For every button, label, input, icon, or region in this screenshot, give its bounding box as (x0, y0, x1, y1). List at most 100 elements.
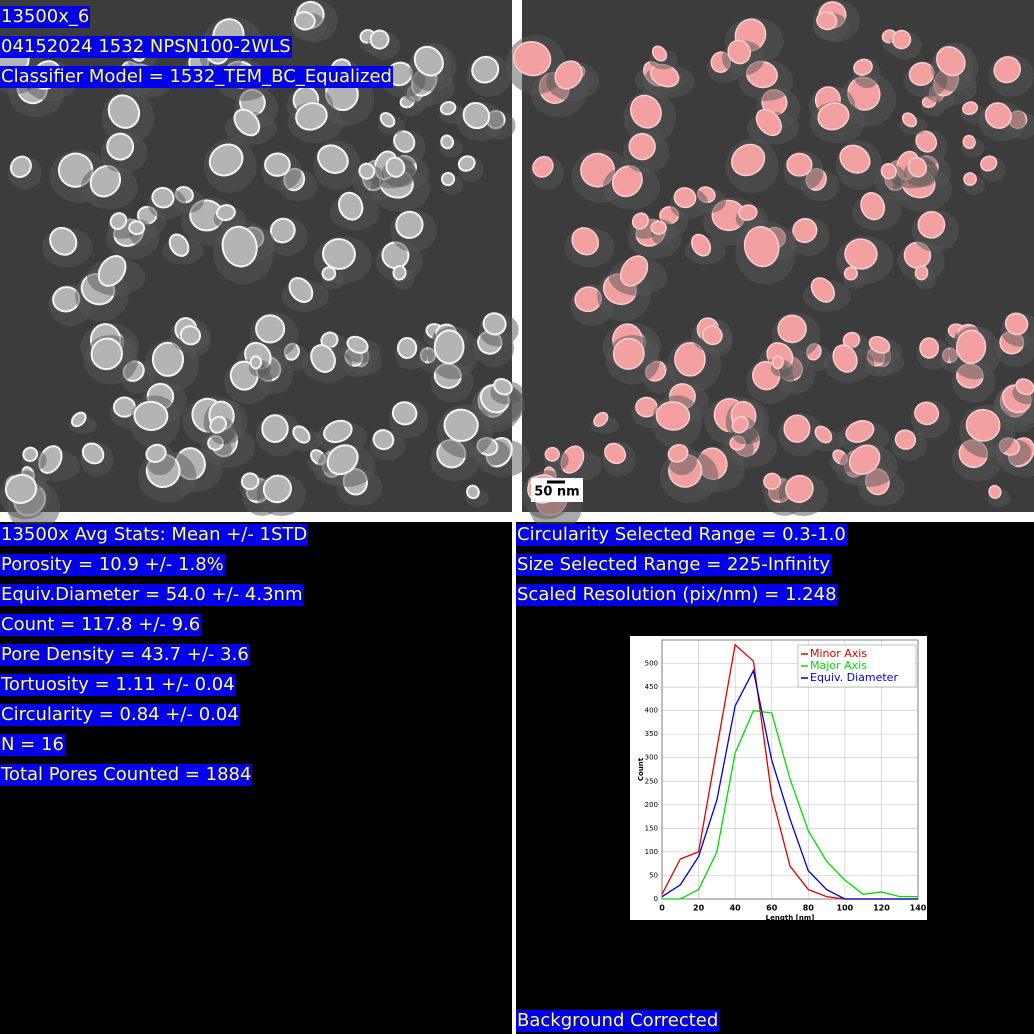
pore-classified (783, 414, 811, 443)
pore (397, 337, 418, 360)
pore (151, 341, 185, 377)
pore-classified (743, 226, 780, 268)
pore (433, 329, 465, 365)
pore-classified (731, 143, 766, 177)
pore-classified (919, 337, 939, 359)
pore (208, 143, 244, 177)
pore-classified (832, 344, 858, 373)
pore (440, 134, 455, 150)
pore (413, 45, 444, 77)
pore-classified (810, 277, 836, 303)
pore (440, 171, 456, 187)
image-label: 04152024 1532 NPSN100-2WLS (0, 36, 292, 58)
stat-line: Total Pores Counted = 1884 (0, 764, 253, 786)
y-tick-label: 450 (645, 683, 658, 691)
stat-line: Porosity = 10.9 +/- 1.8% (0, 554, 225, 576)
pore (372, 429, 395, 451)
pore-classified (868, 336, 891, 354)
pore (379, 112, 396, 128)
pore (133, 400, 169, 431)
pore (310, 344, 336, 373)
x-tick-label: 20 (693, 904, 705, 913)
footer-label: Background Corrected (516, 1010, 720, 1032)
scale-bar-label: 50 nm (534, 485, 579, 500)
pore (471, 55, 500, 84)
pore (255, 314, 286, 344)
x-tick-label: 100 (837, 904, 854, 913)
x-tick-label: 40 (730, 904, 742, 913)
pore (338, 191, 364, 221)
y-tick-label: 200 (645, 801, 658, 809)
pore (466, 484, 480, 500)
pore (179, 325, 202, 346)
pore-classified (914, 265, 929, 281)
pore (90, 337, 123, 371)
y-tick-label: 300 (645, 754, 658, 762)
pore-classified (848, 444, 881, 475)
y-tick-label: 100 (645, 848, 658, 856)
pore-classified (785, 474, 814, 503)
pore-classified (544, 446, 560, 462)
pore-classified (628, 132, 656, 161)
pore-classified (612, 337, 645, 370)
setting-line: Scaled Resolution (pix/nm) = 1.248 (516, 584, 838, 606)
pore (106, 132, 135, 161)
pore (49, 226, 78, 256)
legend-label: Equiv. Diameter (810, 671, 898, 684)
pore (145, 443, 167, 463)
pore-classified (771, 355, 784, 370)
pore-classified (604, 442, 627, 465)
y-tick-label: 250 (645, 777, 658, 785)
stat-line: Circularity = 0.84 +/- 0.04 (0, 704, 240, 726)
pore (295, 102, 328, 131)
pore (385, 156, 406, 178)
image-label: 13500x_6 (0, 6, 91, 28)
pore-classified (1015, 378, 1034, 396)
pore (168, 233, 190, 257)
setting-line: Size Selected Range = 225-Infinity (516, 554, 832, 576)
x-tick-label: 0 (659, 904, 665, 913)
y-tick-label: 350 (645, 730, 658, 738)
x-tick-label: 140 (910, 904, 927, 913)
pore-classified (843, 266, 858, 281)
pore (293, 11, 316, 31)
pore-classified (1004, 312, 1029, 336)
pore (292, 425, 311, 444)
pores (0, 0, 1034, 532)
pore (109, 212, 128, 230)
y-tick-label: 400 (645, 707, 658, 715)
pore-classified (845, 420, 875, 443)
pore-classified (962, 134, 976, 150)
pore (439, 101, 457, 116)
pore-classified (731, 416, 749, 434)
pore-classified (962, 101, 979, 115)
stat-line: Count = 117.8 +/- 9.6 (0, 614, 202, 636)
legend-box (797, 644, 917, 688)
stat-line: N = 16 (0, 734, 65, 756)
x-tick-label: 80 (803, 904, 815, 913)
pore-classified (965, 408, 1001, 442)
pore (97, 255, 127, 287)
pore-classified (993, 56, 1021, 84)
pore-classified (839, 144, 871, 174)
pore (288, 277, 314, 303)
pore-classified (532, 155, 554, 178)
pore-classified (956, 329, 987, 365)
legend-label: Minor Axis (810, 647, 867, 660)
pore (358, 162, 376, 180)
pore-classified (571, 227, 600, 256)
pore (215, 204, 236, 222)
pore-classified (914, 401, 940, 426)
pore (462, 102, 491, 130)
pore (457, 155, 476, 172)
pore-classified (853, 58, 873, 76)
pore (392, 265, 407, 281)
pore-classified (702, 325, 723, 346)
pore-classified (650, 220, 667, 235)
y-tick-label: 500 (645, 660, 658, 668)
pore-classified (917, 211, 946, 239)
pore (221, 225, 258, 268)
pore-classified (763, 472, 782, 490)
pore (323, 419, 353, 444)
pore-classified (667, 444, 689, 463)
